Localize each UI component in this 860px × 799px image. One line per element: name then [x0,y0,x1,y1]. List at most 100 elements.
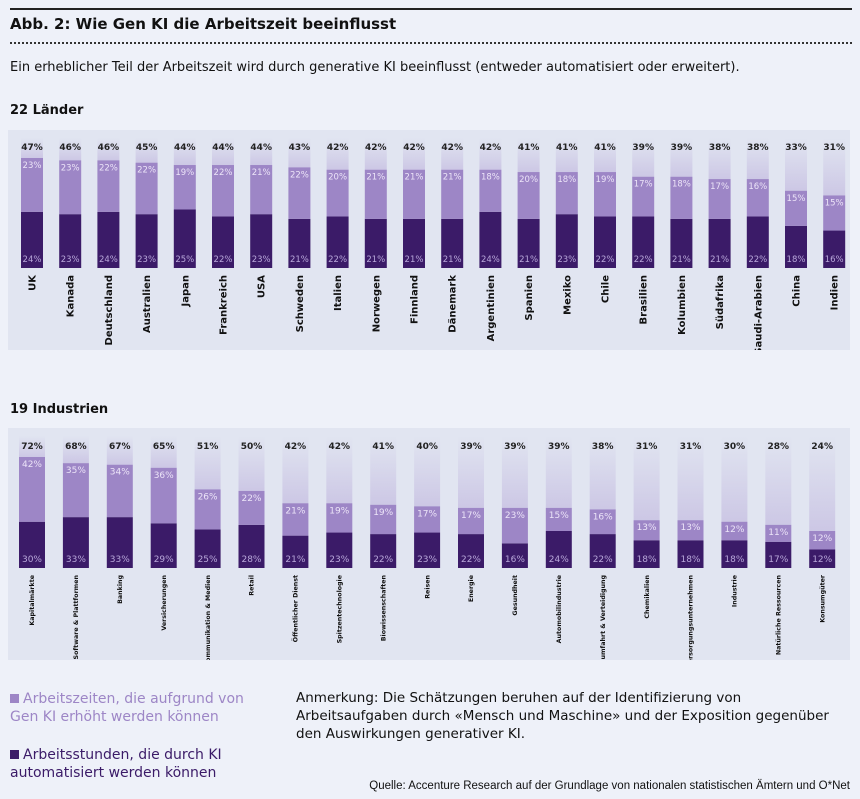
fade [633,436,660,521]
segment-label: 33% [110,555,130,565]
x-tick-label: Software & Plattformen [73,575,80,659]
segment-label: 33% [66,555,86,565]
segment-label: 22% [634,255,653,265]
bar-segment [150,467,177,524]
segment-label: 21% [252,168,271,178]
bar-segment [403,169,425,219]
x-tick-label: Italien [333,275,344,311]
total-label: 30% [724,442,746,452]
bar-segment [106,464,133,518]
bar-segment [364,169,387,219]
segment-label: 20% [519,175,538,185]
segment-label: 18% [672,180,691,190]
segment-label: 15% [787,194,806,204]
fade [62,436,89,464]
segment-label: 22% [593,555,613,565]
total-label: 42% [365,143,387,153]
x-tick-label: Spitzentechnologie [337,575,344,643]
total-label: 65% [153,442,175,452]
segment-label: 18% [724,555,744,565]
legend-swatch [10,750,19,759]
segment-label: 24% [23,255,42,265]
bar-segment [173,165,196,210]
fade [594,138,616,173]
segment-label: 18% [481,173,500,183]
x-tick-label: Spanien [524,275,535,321]
bar-segment [326,216,349,268]
bar-segment [326,532,353,568]
fade [212,138,234,166]
fade [414,436,441,507]
x-tick-label: Kommunikation & Medien [205,575,212,660]
bar-segment [746,216,769,268]
fade [545,436,572,508]
segment-label: 23% [505,511,525,521]
x-tick-label: China [792,275,803,307]
fade [823,138,846,196]
total-label: 42% [441,143,463,153]
segment-label: 22% [461,555,481,565]
segment-label: 21% [290,255,309,265]
total-label: 38% [592,442,614,452]
section-title: 19 Industrien [10,402,109,417]
total-label: 31% [636,442,658,452]
segment-label: 17% [634,180,653,190]
bar-segment [97,160,120,212]
total-label: 38% [709,143,731,153]
bar-segment [545,507,572,531]
fade [555,138,578,173]
bar-segment [326,503,353,533]
fade [150,436,177,468]
bar-segment [288,167,311,219]
total-label: 46% [98,143,120,153]
segment-label: 21% [443,173,462,183]
bar-segment [326,169,349,217]
bar-segment [441,218,464,268]
fade [97,138,120,161]
segment-label: 21% [366,173,385,183]
total-label: 44% [212,143,234,153]
bar-segment [194,529,221,568]
total-label: 41% [556,143,578,153]
total-label: 42% [403,143,425,153]
segment-label: 23% [61,255,80,265]
segment-label: 21% [366,255,385,265]
total-label: 41% [518,143,540,153]
segment-label: 25% [175,255,194,265]
bar-segment [670,176,693,219]
total-label: 43% [289,143,311,153]
bar-segment [785,225,807,268]
segment-label: 25% [198,555,218,565]
fade [809,436,836,531]
total-label: 38% [747,143,769,153]
x-tick-label: Luft-/Raumfahrt & Verteidigung [600,575,607,660]
x-tick-label: Biowissenschaften [380,575,387,641]
bar-segment [150,523,177,568]
bar-segment [414,506,441,533]
bar-segment [517,218,540,268]
segment-label: 19% [329,506,349,516]
bar-segment [106,517,133,568]
segment-label: 19% [175,168,194,178]
total-label: 42% [480,143,502,153]
fade [364,138,387,170]
x-tick-label: Natürliche Ressourcen [776,575,783,655]
total-label: 39% [671,143,693,153]
x-tick-label: Norwegen [371,275,382,332]
x-tick-label: Mexiko [562,275,573,315]
segment-label: 17% [768,555,788,565]
total-label: 33% [785,143,807,153]
segment-label: 21% [405,255,424,265]
segment-label: 24% [99,255,118,265]
x-tick-label: Gesundheit [512,575,519,616]
segment-label: 21% [519,255,538,265]
x-tick-label: Argentinien [486,275,497,341]
bar-segment [370,504,397,535]
segment-label: 18% [557,175,576,185]
bar-segment [282,503,309,536]
segment-label: 22% [290,170,309,180]
segment-label: 22% [373,555,393,565]
segment-label: 22% [328,255,347,265]
segment-label: 18% [637,555,657,565]
bar-segment [370,534,397,568]
